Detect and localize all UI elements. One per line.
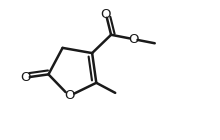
Text: O: O (101, 8, 111, 20)
Text: O: O (20, 71, 31, 84)
Text: O: O (64, 89, 75, 102)
Text: O: O (128, 33, 139, 46)
